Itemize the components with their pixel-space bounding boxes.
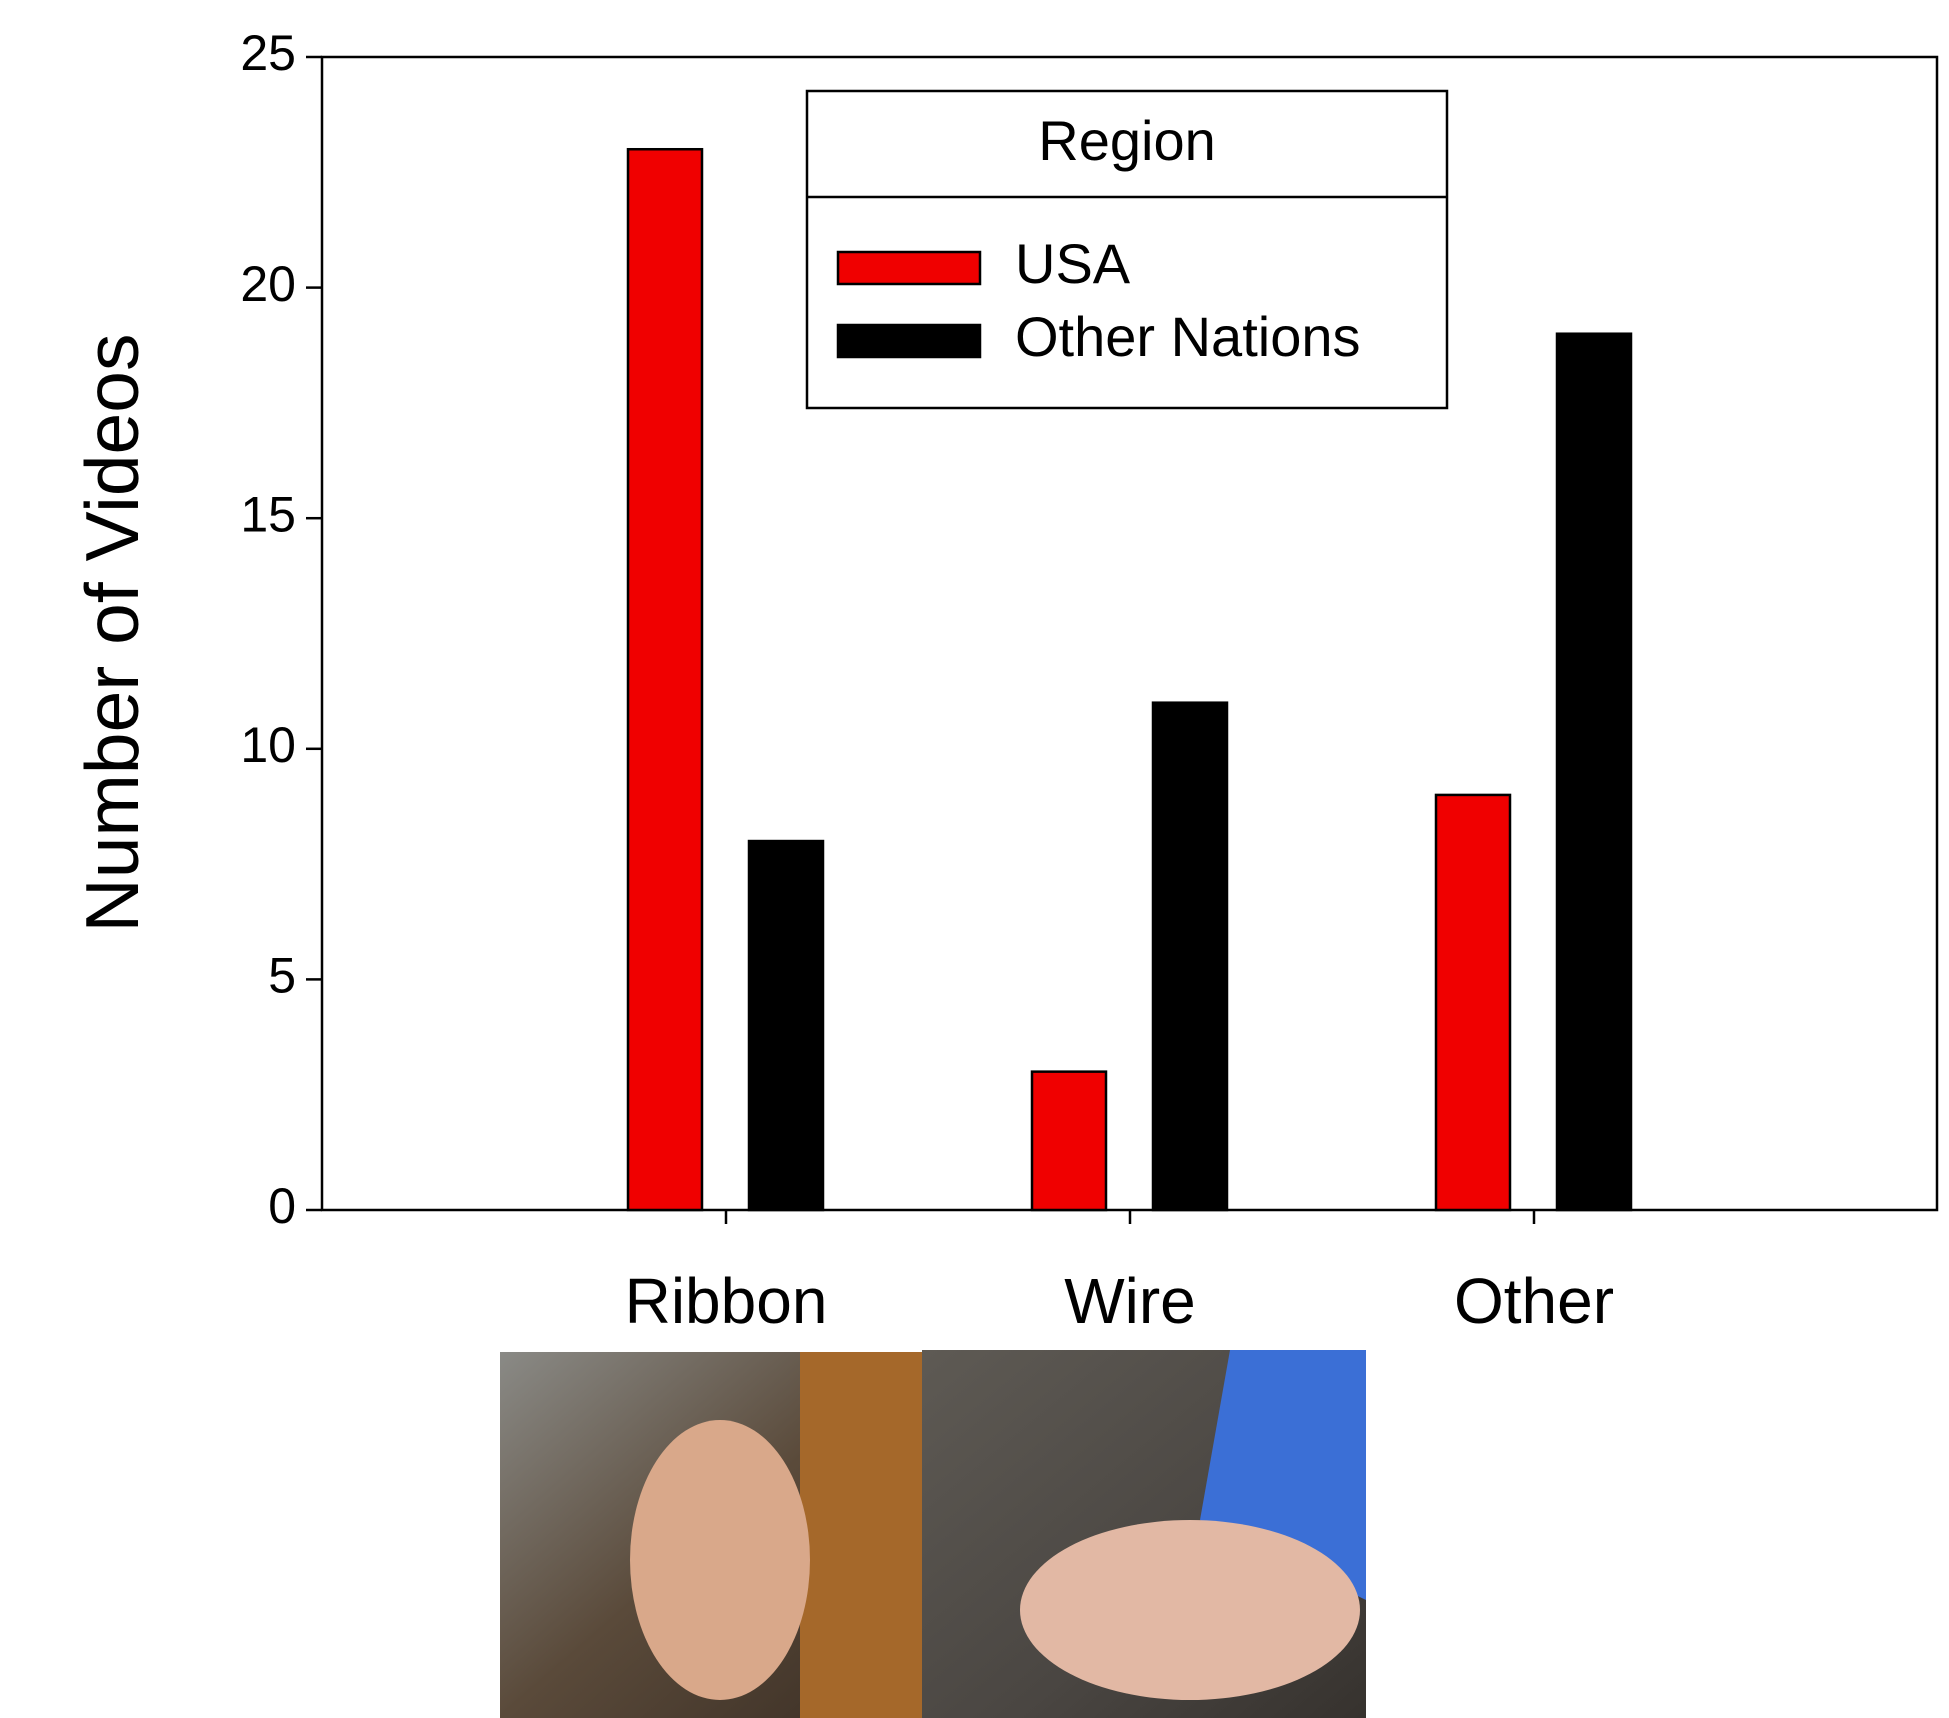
bar [1032, 1072, 1106, 1210]
y-tick-label: 15 [240, 486, 296, 542]
y-tick-label: 25 [240, 25, 296, 81]
y-axis-label: Number of Videos [70, 334, 154, 933]
photo-hand [1020, 1520, 1360, 1700]
x-tick-label: Ribbon [625, 1265, 828, 1337]
legend-title: Region [1038, 109, 1215, 172]
photo-hand [630, 1420, 810, 1700]
bar [1153, 703, 1227, 1210]
x-tick-label: Other [1454, 1265, 1614, 1337]
chart: Number of Videos 0 5 10 15 20 25 Ribbon Wire Oth… [0, 0, 1949, 1718]
legend-label: Other Nations [1015, 305, 1361, 368]
bar [1436, 795, 1510, 1210]
bar [1557, 334, 1631, 1210]
bar [628, 149, 702, 1210]
y-tick-label: 5 [268, 948, 296, 1004]
bar [749, 841, 823, 1210]
legend-swatch [838, 325, 980, 357]
photo-detail [800, 1352, 922, 1718]
x-tick-label: Wire [1064, 1265, 1196, 1337]
y-tick-label: 20 [240, 256, 296, 312]
photos [500, 1350, 1366, 1718]
legend-swatch [838, 252, 980, 284]
y-tick-label: 0 [268, 1178, 296, 1234]
y-tick-label: 10 [240, 717, 296, 773]
legend-label: USA [1015, 232, 1131, 295]
